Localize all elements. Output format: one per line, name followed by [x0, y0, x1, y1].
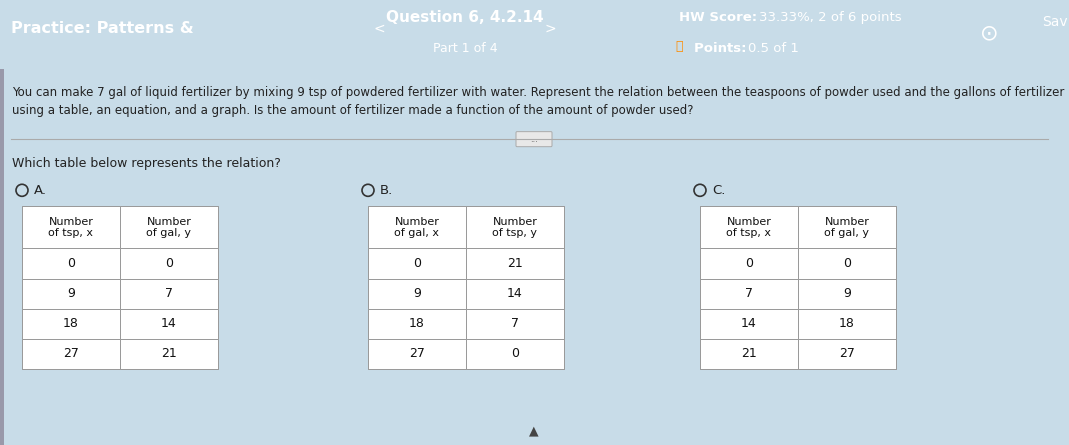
Text: 0: 0: [511, 347, 520, 360]
Text: Number
of gal, y: Number of gal, y: [146, 217, 191, 238]
Text: 0: 0: [843, 257, 851, 270]
Text: A.: A.: [34, 184, 47, 197]
Text: 7: 7: [165, 287, 173, 300]
Bar: [368, 248, 466, 279]
Bar: [368, 339, 466, 369]
Bar: [368, 279, 466, 309]
Text: 0.5 of 1: 0.5 of 1: [748, 42, 800, 55]
Text: Part 1 of 4: Part 1 of 4: [433, 42, 497, 55]
Text: You can make 7 gal of liquid fertilizer by mixing 9 tsp of powdered fertilizer w: You can make 7 gal of liquid fertilizer …: [12, 86, 1065, 99]
Text: ▲: ▲: [529, 424, 539, 437]
Text: 7: 7: [745, 287, 753, 300]
Bar: [120, 339, 218, 369]
Text: 21: 21: [507, 257, 523, 270]
Text: ⛔: ⛔: [676, 40, 683, 53]
Bar: [120, 206, 218, 248]
Bar: [797, 279, 896, 309]
Text: 14: 14: [741, 317, 757, 330]
Bar: [22, 248, 120, 279]
FancyBboxPatch shape: [516, 132, 552, 147]
Bar: [368, 309, 466, 339]
Bar: [22, 279, 120, 309]
Text: Number
of tsp, x: Number of tsp, x: [48, 217, 93, 238]
Bar: [120, 279, 218, 309]
Text: 9: 9: [413, 287, 421, 300]
Text: 14: 14: [161, 317, 176, 330]
Bar: [700, 339, 797, 369]
Bar: [120, 248, 218, 279]
Bar: [120, 309, 218, 339]
Text: ⊙: ⊙: [979, 23, 998, 43]
Text: 0: 0: [745, 257, 753, 270]
Bar: [797, 309, 896, 339]
Bar: [700, 206, 797, 248]
Bar: [700, 309, 797, 339]
Text: 18: 18: [409, 317, 425, 330]
Text: 21: 21: [741, 347, 757, 360]
Text: HW Score:: HW Score:: [679, 12, 761, 24]
Bar: [700, 206, 896, 369]
Text: 9: 9: [67, 287, 75, 300]
Text: Number
of tsp, y: Number of tsp, y: [493, 217, 538, 238]
Bar: [22, 206, 218, 369]
Text: Sav: Sav: [1042, 15, 1068, 29]
Text: 18: 18: [839, 317, 855, 330]
Text: 27: 27: [63, 347, 79, 360]
Text: >: >: [545, 22, 556, 36]
Text: 0: 0: [67, 257, 75, 270]
Text: ...: ...: [530, 135, 538, 144]
Text: Number
of tsp, x: Number of tsp, x: [727, 217, 772, 238]
Bar: [368, 206, 564, 369]
Text: C.: C.: [712, 184, 726, 197]
Bar: [466, 279, 564, 309]
Text: Number
of gal, x: Number of gal, x: [394, 217, 439, 238]
Text: Which table below represents the relation?: Which table below represents the relatio…: [12, 157, 281, 170]
Bar: [0, 69, 4, 445]
Bar: [797, 206, 896, 248]
Text: 27: 27: [839, 347, 855, 360]
Text: Points:: Points:: [694, 42, 750, 55]
Bar: [466, 339, 564, 369]
Bar: [22, 339, 120, 369]
Text: 33.33%, 2 of 6 points: 33.33%, 2 of 6 points: [759, 12, 901, 24]
Text: Question 6, 4.2.14: Question 6, 4.2.14: [386, 10, 544, 25]
Text: 18: 18: [63, 317, 79, 330]
Bar: [700, 279, 797, 309]
Bar: [22, 206, 120, 248]
Text: 14: 14: [507, 287, 523, 300]
Text: 27: 27: [409, 347, 425, 360]
Bar: [466, 248, 564, 279]
Text: Practice: Patterns &: Practice: Patterns &: [11, 21, 193, 36]
Bar: [466, 206, 564, 248]
Bar: [700, 248, 797, 279]
Bar: [797, 339, 896, 369]
Bar: [22, 309, 120, 339]
Text: 9: 9: [843, 287, 851, 300]
Text: 21: 21: [161, 347, 176, 360]
Text: <: <: [374, 22, 385, 36]
Text: 0: 0: [165, 257, 173, 270]
Text: using a table, an equation, and a graph. Is the amount of fertilizer made a func: using a table, an equation, and a graph.…: [12, 104, 694, 117]
Text: Number
of gal, y: Number of gal, y: [824, 217, 869, 238]
Bar: [368, 206, 466, 248]
Bar: [797, 248, 896, 279]
Bar: [466, 309, 564, 339]
Text: 7: 7: [511, 317, 520, 330]
Text: B.: B.: [379, 184, 393, 197]
Text: 0: 0: [413, 257, 421, 270]
